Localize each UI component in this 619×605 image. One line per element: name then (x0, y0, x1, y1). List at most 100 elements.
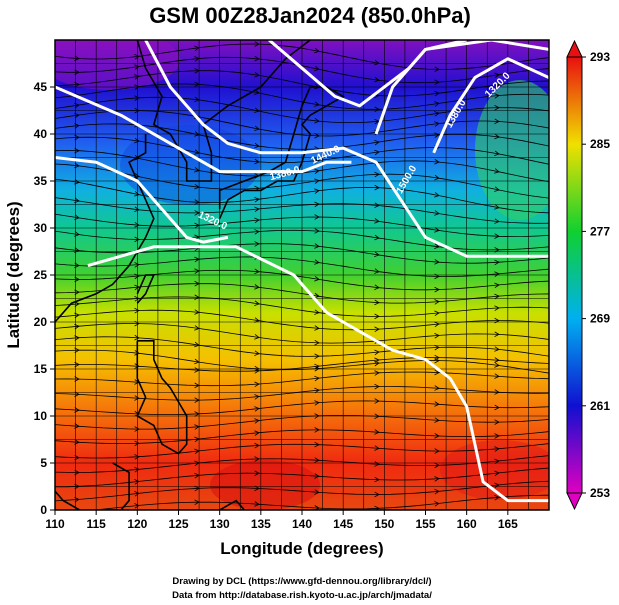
streamline-arrow (374, 149, 380, 156)
streamline-arrow (74, 262, 80, 269)
streamline-arrow (314, 157, 320, 164)
streamline-arrow (374, 59, 380, 66)
streamline-arrow (254, 485, 260, 492)
y-axis: 0 5 10 15 20 25 30 35 40 45 (34, 80, 55, 517)
streamline-arrow (314, 457, 320, 463)
streamline-arrow (374, 171, 380, 178)
streamline-arrow (434, 90, 440, 97)
streamline-arrow (74, 214, 80, 220)
warm-pool-southeast (440, 440, 549, 500)
streamline-arrow (134, 64, 140, 70)
streamline-arrow (254, 55, 260, 62)
x-tick-label: 125 (168, 517, 188, 531)
streamline-arrow (134, 262, 140, 268)
streamline-arrow (74, 301, 80, 307)
streamline-arrow (434, 401, 440, 407)
cold-core-northwest (55, 40, 180, 90)
streamline-arrow (494, 72, 500, 79)
x-tick-label: 150 (374, 517, 394, 531)
streamline-arrow (254, 89, 260, 95)
streamline-arrow (254, 406, 260, 412)
streamline-arrow (194, 268, 200, 274)
streamline-arrow (374, 445, 380, 451)
streamline-arrow (194, 256, 200, 263)
streamline-arrow (314, 178, 320, 184)
streamline-arrow (74, 423, 80, 429)
streamline-arrow (374, 370, 380, 376)
colorbar-tick-label: 269 (590, 312, 610, 326)
streamline-arrow (74, 231, 80, 237)
y-tick-label: 45 (34, 80, 48, 94)
streamline-arrow (254, 229, 260, 235)
y-tick-label: 40 (34, 127, 48, 141)
streamline-arrow (434, 121, 440, 127)
streamline-arrow (254, 142, 260, 149)
streamline-arrow (74, 276, 80, 283)
streamline-arrow (314, 441, 320, 448)
streamline-arrow (194, 411, 200, 417)
streamline-arrow (434, 174, 440, 181)
streamline-arrow (134, 74, 140, 80)
streamline-arrow (254, 158, 260, 165)
y-tick-label: 20 (34, 315, 48, 329)
streamline-arrow (254, 334, 260, 340)
streamline-arrow (134, 307, 140, 314)
x-tick-label: 120 (127, 517, 147, 531)
streamline-arrow (434, 66, 440, 73)
streamline-arrow (494, 218, 500, 224)
streamline-arrow (254, 268, 260, 275)
streamline-arrow (194, 222, 200, 229)
streamline-arrow (374, 184, 380, 191)
streamline-arrow (434, 159, 440, 165)
streamline-arrow (134, 363, 140, 369)
streamline-arrow (434, 299, 440, 305)
streamline-arrow (194, 382, 200, 389)
streamline-arrow (374, 251, 380, 258)
streamline-arrow (134, 191, 140, 197)
streamline-arrow (494, 404, 500, 411)
streamline-arrow (74, 312, 80, 319)
y-axis-label: Latitude (degrees) (4, 201, 23, 348)
streamline-arrow (194, 68, 200, 74)
streamline-arrow (74, 81, 80, 88)
streamline-arrow (494, 482, 500, 489)
streamline-arrow (494, 433, 500, 439)
streamline-arrow (314, 387, 320, 394)
height-contour (374, 40, 549, 135)
streamline-arrow (374, 202, 380, 208)
y-tick-label: 35 (34, 174, 48, 188)
x-tick-label: 145 (333, 517, 353, 531)
streamline-arrow (74, 123, 80, 129)
streamline-arrow (434, 417, 440, 423)
streamline-arrow (434, 310, 440, 317)
x-tick-label: 140 (292, 517, 312, 531)
streamline-arrow (494, 346, 500, 352)
streamline-arrow (134, 155, 140, 161)
streamline-arrow (134, 84, 140, 90)
credit-line-2: Data from http://database.rish.kyoto-u.a… (172, 590, 432, 601)
colorbar-tick-label: 293 (590, 50, 610, 64)
coastline (218, 86, 345, 219)
streamline-arrow (74, 247, 80, 253)
y-tick-label: 10 (34, 409, 48, 423)
y-tick-label: 5 (40, 456, 47, 470)
streamline-arrow (494, 305, 500, 311)
streamline-arrow (494, 458, 500, 465)
streamline-arrow (434, 111, 440, 117)
streamline-arrow (494, 373, 500, 379)
streamline-arrow (194, 210, 200, 216)
streamline-arrow (254, 501, 260, 507)
streamline-arrow (494, 118, 500, 125)
streamline-arrow (194, 448, 200, 455)
streamline-arrow (314, 101, 320, 107)
x-axis-label: Longitude (degrees) (220, 539, 383, 558)
height-contour (87, 245, 549, 503)
streamline-arrow (254, 456, 260, 462)
streamline-arrow (434, 101, 440, 107)
streamline-arrow (194, 358, 200, 365)
streamline-arrow (314, 65, 320, 72)
streamline-arrow (74, 112, 80, 119)
streamline-arrow (494, 282, 500, 289)
streamline-arrow (254, 430, 260, 436)
